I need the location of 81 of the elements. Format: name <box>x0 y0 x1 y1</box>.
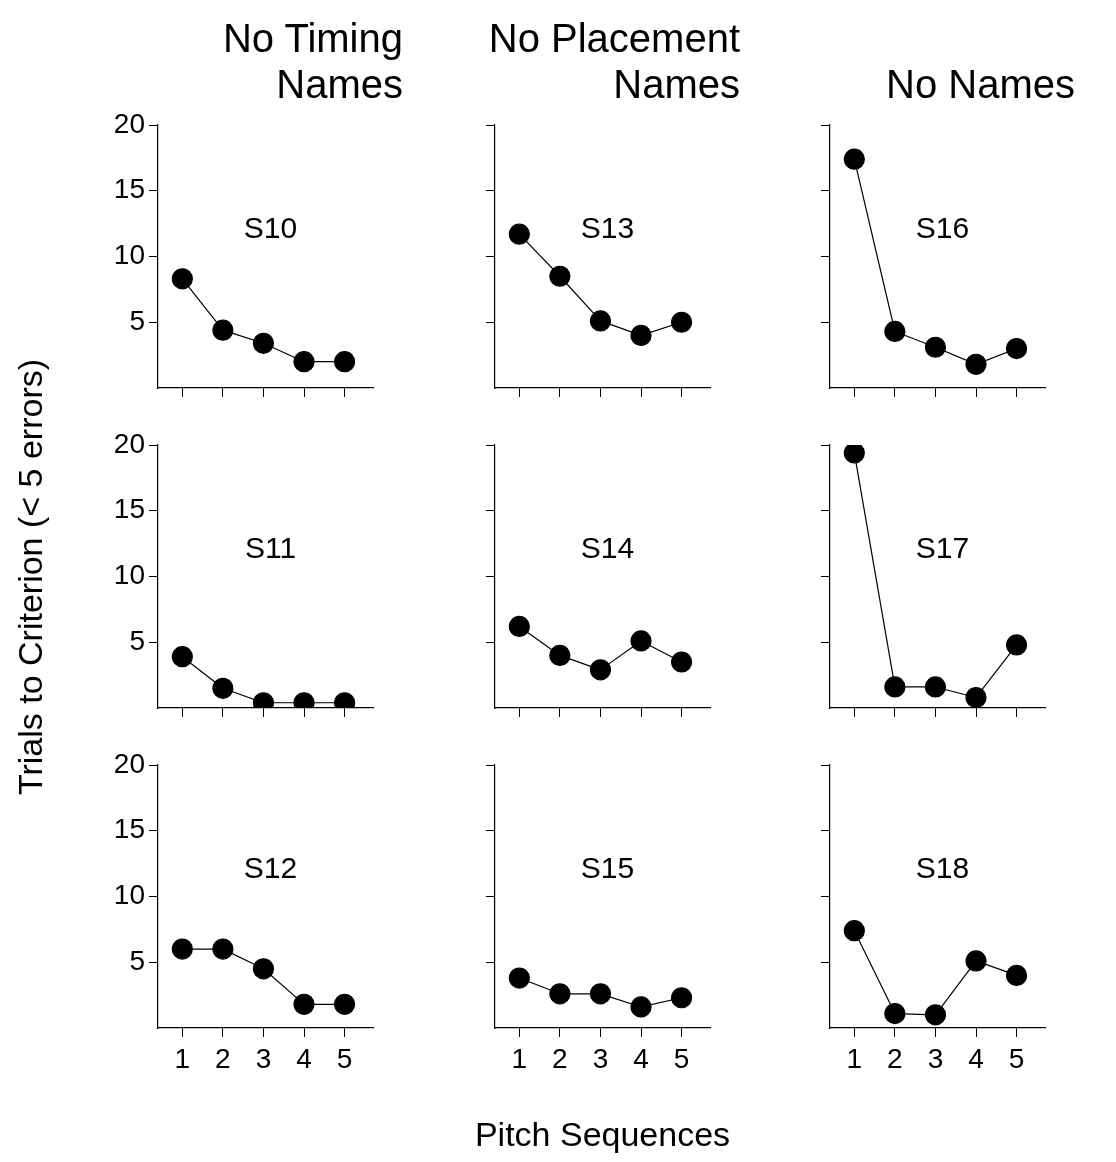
point <box>924 336 947 358</box>
point <box>508 223 530 245</box>
point <box>965 686 987 708</box>
point <box>212 938 234 960</box>
y-tick-label: 20 <box>113 427 145 459</box>
point <box>549 265 571 287</box>
x-tick-label: 4 <box>296 1042 312 1074</box>
point <box>630 324 652 346</box>
x-tick-label: 5 <box>673 1042 690 1074</box>
y-tick-label: 5 <box>129 304 145 336</box>
point <box>884 1002 906 1025</box>
annotation: S11 <box>244 531 297 565</box>
point <box>843 445 865 464</box>
y-tick-label: 15 <box>113 493 145 525</box>
point <box>965 950 987 972</box>
x-tick-label: 3 <box>255 1042 272 1074</box>
x-axis-title: Pitch Sequences <box>474 1115 731 1154</box>
point <box>334 351 356 373</box>
point <box>589 983 612 1005</box>
x-tick-label: 5 <box>336 1042 353 1074</box>
point <box>334 993 356 1015</box>
point <box>924 676 947 698</box>
point <box>630 996 652 1018</box>
point <box>671 987 693 1009</box>
annotation: S12 <box>243 851 298 885</box>
point <box>293 351 315 373</box>
chart-title: No Placement Names <box>487 15 740 107</box>
point <box>843 148 865 170</box>
point <box>549 644 571 666</box>
x-tick-label: 3 <box>927 1042 944 1074</box>
chart-title: No Timing Names <box>221 15 403 107</box>
point <box>252 332 275 354</box>
point <box>884 320 906 343</box>
x-tick-label: 1 <box>511 1042 528 1074</box>
y-tick-label: 15 <box>113 173 145 205</box>
point <box>589 310 612 332</box>
point <box>508 967 530 989</box>
point <box>671 311 693 333</box>
x-tick-label: 1 <box>174 1042 191 1074</box>
annotation: S18 <box>915 851 970 885</box>
y-tick-label: 10 <box>113 559 145 591</box>
annotation: S17 <box>915 531 970 565</box>
annotation: S13 <box>580 211 635 245</box>
y-tick-label: 20 <box>113 107 145 139</box>
y-tick-label: 10 <box>113 879 145 911</box>
y-tick-label: 10 <box>113 239 145 271</box>
point <box>1006 337 1028 360</box>
y-tick-label: 5 <box>129 944 145 976</box>
annotation: S10 <box>243 211 298 245</box>
point <box>212 319 234 341</box>
point <box>924 1004 947 1026</box>
point <box>1006 634 1028 656</box>
x-tick-label: 4 <box>968 1042 984 1074</box>
point <box>171 938 193 960</box>
point <box>1006 964 1028 986</box>
chart-title: No Names <box>885 61 1075 107</box>
point <box>884 676 906 698</box>
y-tick-label: 20 <box>113 747 145 779</box>
point <box>630 630 652 652</box>
point <box>965 353 987 375</box>
point <box>549 983 571 1005</box>
point <box>508 615 530 638</box>
point <box>589 659 612 681</box>
annotation: S15 <box>580 851 635 885</box>
point <box>843 920 865 942</box>
x-tick-label: 1 <box>846 1042 863 1074</box>
x-tick-label: 3 <box>592 1042 609 1074</box>
annotation: S16 <box>915 211 970 245</box>
point <box>171 268 193 290</box>
x-tick-label: 2 <box>552 1042 568 1074</box>
x-tick-label: 2 <box>215 1042 231 1074</box>
point <box>671 651 693 673</box>
x-tick-label: 4 <box>633 1042 649 1074</box>
y-tick-label: 15 <box>113 813 145 845</box>
annotation: S14 <box>580 531 635 565</box>
point <box>293 993 315 1015</box>
x-tick-label: 2 <box>887 1042 903 1074</box>
x-tick-label: 5 <box>1008 1042 1025 1074</box>
point <box>252 958 275 980</box>
y-tick-label: 5 <box>129 624 145 656</box>
y-axis-title: Trials to Criterion (< 5 errors) <box>10 358 50 795</box>
